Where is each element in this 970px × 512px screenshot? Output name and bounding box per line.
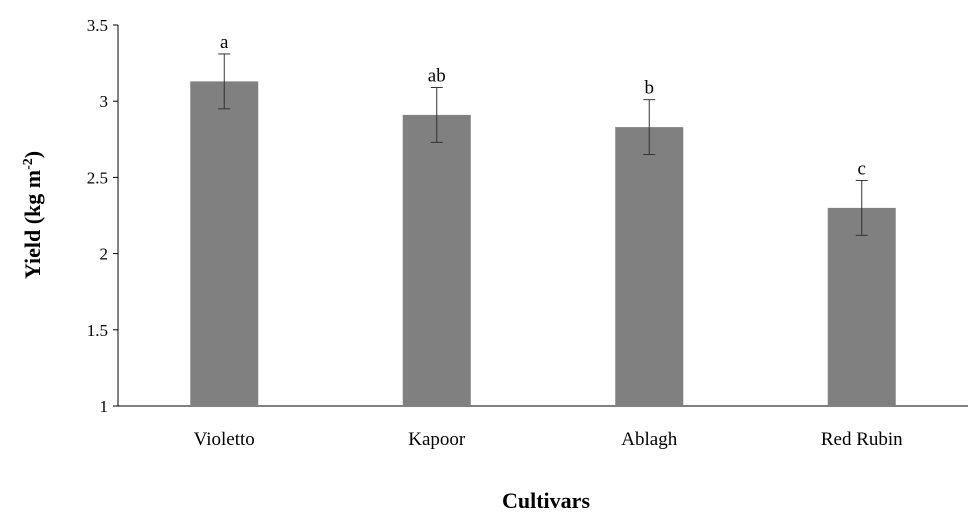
x-axis-title: Cultivars [502, 488, 590, 512]
y-tick-label: 2.5 [87, 168, 108, 187]
y-tick-label: 3.5 [87, 16, 108, 35]
plot-area: 1 1.5 2 2.5 3 3.5 a Violetto ab Kapoor b Ablagh c Red… [87, 16, 968, 450]
bar [615, 127, 684, 406]
bar [827, 207, 896, 406]
significance-letter: b [645, 78, 655, 99]
x-tick-label: Kapoor [408, 429, 466, 450]
bar [190, 81, 259, 406]
bar [402, 114, 471, 406]
y-tick-label: 3 [100, 92, 109, 111]
significance-letter: c [858, 158, 866, 179]
y-tick-label: 1 [100, 397, 109, 416]
x-tick-label: Ablagh [621, 429, 677, 450]
x-tick-label: Red Rubin [821, 429, 903, 450]
y-tick-label: 1.5 [87, 321, 108, 340]
y-tick-label: 2 [100, 245, 109, 264]
significance-letter: ab [428, 65, 446, 86]
y-axis-title: Yield (kg m-2) [20, 151, 45, 279]
significance-letter: a [220, 32, 229, 53]
x-tick-label: Violetto [194, 429, 255, 450]
